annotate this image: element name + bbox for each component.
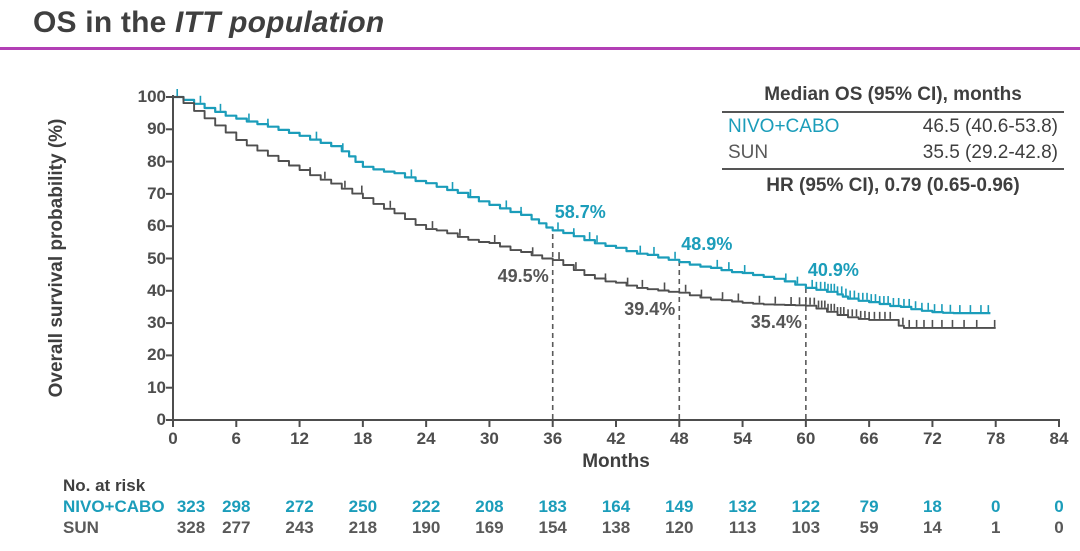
x-tick-label: 18 bbox=[353, 429, 373, 448]
page-title-italic: ITT population bbox=[175, 6, 385, 39]
risk-count: 79 bbox=[859, 497, 879, 516]
risk-count: 120 bbox=[665, 518, 694, 537]
stats-value-sun: 35.5 (29.2-42.8) bbox=[922, 142, 1058, 163]
risk-count: 272 bbox=[285, 497, 314, 516]
risk-count: 277 bbox=[222, 518, 251, 537]
risk-count: 323 bbox=[176, 497, 206, 516]
y-tick-label: 10 bbox=[147, 377, 166, 397]
x-tick-label: 42 bbox=[606, 429, 626, 448]
x-tick-label: 72 bbox=[922, 429, 942, 448]
risk-count: 138 bbox=[601, 518, 631, 537]
y-tick-label: 100 bbox=[137, 87, 166, 106]
risk-count: 59 bbox=[859, 518, 879, 537]
risk-count: 208 bbox=[475, 497, 504, 516]
x-axis-title: Months bbox=[582, 451, 650, 472]
risk-count: 190 bbox=[411, 518, 441, 537]
risk-count: 18 bbox=[922, 497, 942, 516]
x-tick-label: 66 bbox=[859, 429, 879, 448]
y-tick-label: 80 bbox=[147, 151, 166, 171]
risk-count: 328 bbox=[176, 518, 206, 537]
y-tick-label: 90 bbox=[147, 119, 166, 139]
risk-count: 1 bbox=[990, 518, 1001, 537]
x-tick-label: 30 bbox=[479, 429, 499, 448]
x-tick-label: 0 bbox=[168, 429, 178, 448]
landmark-label-sun: 35.4% bbox=[750, 311, 802, 332]
risk-count: 222 bbox=[411, 497, 441, 516]
risk-count: 164 bbox=[601, 497, 631, 516]
risk-count: 113 bbox=[728, 518, 757, 537]
median-os-table: Median OS (95% CI), months NIVO+CABO 46.… bbox=[722, 84, 1064, 197]
risk-count: 0 bbox=[1054, 497, 1064, 516]
landmark-label-sun: 49.5% bbox=[497, 266, 549, 287]
risk-count: 250 bbox=[348, 497, 378, 516]
risk-count: 103 bbox=[791, 518, 821, 537]
y-tick-label: 0 bbox=[156, 410, 166, 429]
y-tick-label: 50 bbox=[147, 248, 166, 268]
risk-count: 14 bbox=[922, 518, 942, 537]
x-tick-label: 12 bbox=[290, 429, 310, 448]
risk-count: 132 bbox=[728, 497, 757, 516]
page-title-text: OS in the bbox=[33, 6, 176, 39]
risk-row-label: SUN bbox=[63, 518, 99, 537]
risk-count: 243 bbox=[285, 518, 314, 537]
landmark-label-nivo-cabo: 48.9% bbox=[681, 234, 733, 255]
y-tick-label: 70 bbox=[147, 183, 166, 203]
risk-count: 0 bbox=[1054, 518, 1064, 537]
stats-label-nivo-cabo: NIVO+CABO bbox=[728, 116, 840, 137]
x-tick-label: 6 bbox=[231, 429, 242, 448]
landmark-label-nivo-cabo: 58.7% bbox=[554, 202, 606, 223]
risk-count: 169 bbox=[475, 518, 504, 537]
landmark-label-nivo-cabo: 40.9% bbox=[807, 259, 859, 280]
landmark-label-sun: 39.4% bbox=[624, 298, 676, 319]
page-title: OS in the ITT population bbox=[33, 6, 384, 40]
stats-label-sun: SUN bbox=[728, 142, 769, 163]
stats-row-nivo-cabo: NIVO+CABO 46.5 (40.6-53.8) bbox=[722, 113, 1064, 139]
x-tick-label: 48 bbox=[669, 429, 689, 448]
x-tick-label: 24 bbox=[416, 429, 436, 448]
risk-count: 154 bbox=[538, 518, 567, 537]
risk-count: 122 bbox=[791, 497, 821, 516]
risk-table-title: No. at risk bbox=[63, 476, 146, 495]
risk-count: 149 bbox=[665, 497, 694, 516]
x-tick-label: 84 bbox=[1049, 429, 1069, 448]
stats-value-nivo-cabo: 46.5 (40.6-53.8) bbox=[922, 116, 1058, 137]
risk-count: 0 bbox=[990, 497, 1001, 516]
y-tick-label: 40 bbox=[147, 280, 166, 300]
stats-row-sun: SUN 35.5 (29.2-42.8) bbox=[722, 139, 1064, 165]
hazard-ratio-text: HR (95% CI), 0.79 (0.65-0.96) bbox=[722, 168, 1064, 197]
risk-row-label: NIVO+CABO bbox=[63, 497, 165, 516]
y-tick-label: 20 bbox=[147, 345, 166, 365]
risk-count: 218 bbox=[348, 518, 378, 537]
risk-count: 183 bbox=[538, 497, 567, 516]
x-tick-label: 60 bbox=[796, 429, 816, 448]
y-tick-label: 30 bbox=[147, 313, 166, 333]
risk-count: 298 bbox=[222, 497, 251, 516]
title-underline bbox=[0, 47, 1080, 50]
x-tick-label: 36 bbox=[543, 429, 563, 448]
survival-curve-sun bbox=[173, 96, 996, 329]
x-tick-label: 54 bbox=[733, 429, 753, 448]
x-tick-label: 78 bbox=[986, 429, 1006, 448]
y-axis-title: Overall survival probability (%) bbox=[46, 118, 67, 398]
median-os-header: Median OS (95% CI), months bbox=[722, 84, 1064, 113]
y-tick-label: 60 bbox=[147, 216, 166, 236]
